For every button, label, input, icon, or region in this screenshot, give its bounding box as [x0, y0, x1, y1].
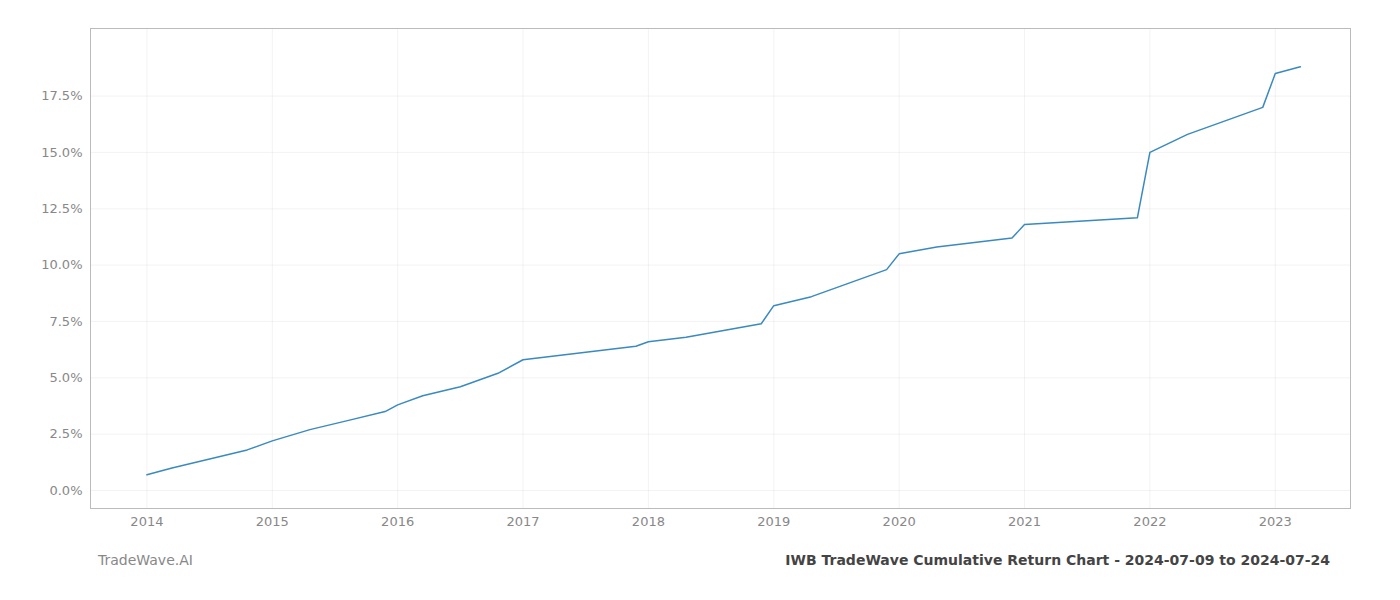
- svg-text:2016: 2016: [381, 514, 414, 529]
- svg-text:2014: 2014: [130, 514, 163, 529]
- svg-text:2.5%: 2.5%: [49, 426, 82, 441]
- svg-text:15.0%: 15.0%: [41, 145, 82, 160]
- svg-text:2017: 2017: [506, 514, 539, 529]
- svg-text:2015: 2015: [256, 514, 289, 529]
- svg-text:2022: 2022: [1133, 514, 1166, 529]
- svg-text:2019: 2019: [757, 514, 790, 529]
- svg-text:2023: 2023: [1259, 514, 1292, 529]
- html-text:TradeWave.AI: TradeWave.AI: [98, 552, 193, 568]
- svg-text:10.0%: 10.0%: [41, 257, 82, 272]
- svg-text:5.0%: 5.0%: [49, 370, 82, 385]
- svg-text:2018: 2018: [632, 514, 665, 529]
- svg-text:2020: 2020: [883, 514, 916, 529]
- svg-text:17.5%: 17.5%: [41, 88, 82, 103]
- svg-text:0.0%: 0.0%: [49, 483, 82, 498]
- svg-text:7.5%: 7.5%: [49, 314, 82, 329]
- html-text:IWB TradeWave Cumulative Retur: IWB TradeWave Cumulative Return Chart - …: [785, 552, 1330, 568]
- svg-text:2021: 2021: [1008, 514, 1041, 529]
- svg-text:12.5%: 12.5%: [41, 201, 82, 216]
